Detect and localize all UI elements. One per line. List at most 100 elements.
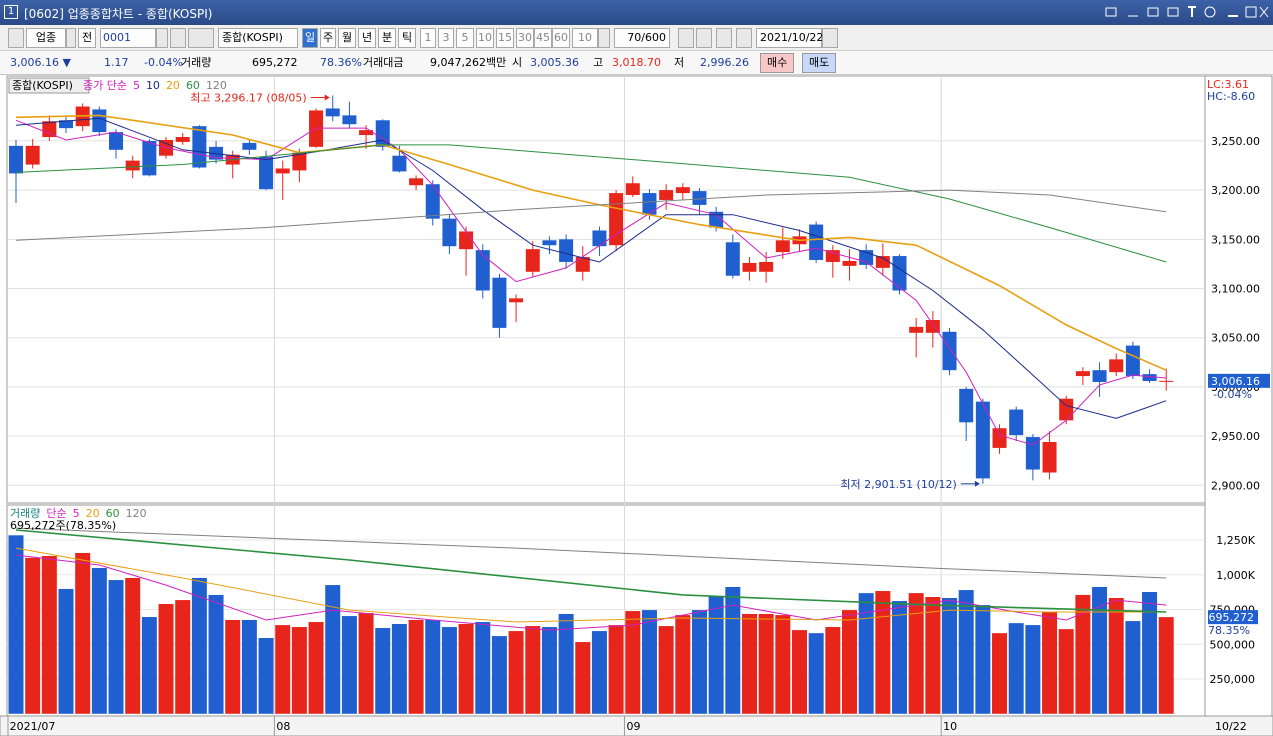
- candle-body: [842, 260, 857, 266]
- toolbar-item[interactable]: 15: [496, 28, 514, 48]
- candle-body: [742, 262, 757, 272]
- legend-title: 종가 단순: [83, 79, 127, 92]
- volume-bar: [291, 627, 307, 714]
- volume-bar: [41, 556, 57, 714]
- legend-title: 단순: [46, 507, 66, 520]
- window-controls[interactable]: [1100, 3, 1270, 23]
- y-tick-label: 3,050.00: [1211, 332, 1260, 345]
- window-title: [0602] 업종종합차트 - 종합(KOSPI): [24, 7, 213, 21]
- volume-bar: [175, 600, 191, 714]
- annotation: 최고 3,296.17 (08/05): [190, 92, 307, 105]
- toolbar-icon[interactable]: [678, 28, 694, 48]
- volume-bar: [325, 585, 341, 714]
- candle-body: [1092, 370, 1107, 382]
- volume-bar: [441, 627, 457, 714]
- toolbar-icon[interactable]: [170, 28, 186, 48]
- volume-bar: [525, 626, 541, 714]
- candle-body: [325, 108, 340, 117]
- legend-entry: 60: [186, 79, 200, 92]
- volume-bar: [675, 615, 691, 714]
- toolbar-item[interactable]: 70/600: [614, 28, 670, 48]
- legend-entry: 60: [106, 507, 120, 520]
- x-axis-area: [0, 715, 1273, 736]
- toolbar-item[interactable]: 전: [78, 28, 96, 48]
- candle-body: [909, 326, 924, 333]
- toolbar-item[interactable]: 45: [534, 28, 552, 48]
- y-tick-label: 2,950.00: [1211, 430, 1260, 443]
- volume-bar: [208, 594, 224, 714]
- volume-bar: [1042, 612, 1058, 714]
- moving-average-line: [15, 189, 1167, 241]
- candle-body: [442, 218, 457, 247]
- toolbar: 업종 전 0001 종합(KOSPI) 일 주 월 년 분 틱 1 3 5 10 15 30 45 60 10 70/…: [0, 25, 1273, 51]
- candle-body: [542, 240, 557, 246]
- candle-body: [1142, 374, 1157, 381]
- toolbar-item[interactable]: 틱: [398, 28, 416, 48]
- toolbar-icon[interactable]: [66, 28, 76, 48]
- toolbar-item[interactable]: 일: [302, 28, 318, 48]
- toolbar-item[interactable]: 60: [552, 28, 570, 48]
- candle-body: [259, 156, 274, 190]
- toolbar-icon[interactable]: [156, 28, 168, 48]
- toolbar-item[interactable]: 10: [476, 28, 494, 48]
- annotation-arrowhead: [974, 480, 980, 487]
- volume-bar: [691, 610, 707, 714]
- volume-bar: [892, 601, 908, 714]
- toolbar-item[interactable]: 30: [516, 28, 534, 48]
- y-tick-label: 2,900.00: [1211, 479, 1260, 492]
- toolbar-item[interactable]: 10: [572, 28, 598, 48]
- volume-bar: [258, 638, 274, 714]
- volume-bar: [1108, 597, 1124, 714]
- toolbar-item[interactable]: 월: [338, 28, 356, 48]
- toolbar-item[interactable]: 3: [438, 28, 454, 48]
- volume-bar: [808, 633, 824, 714]
- x-tick-label: 09: [626, 720, 640, 733]
- y-tick-label: 500,000: [1210, 638, 1256, 651]
- quote-item: 거래대금: [363, 56, 404, 69]
- volume-bar: [358, 613, 374, 714]
- toolbar-icon[interactable]: [598, 28, 610, 48]
- toolbar-item[interactable]: 2021/10/22: [756, 28, 823, 48]
- quote-item: 1.17: [104, 56, 129, 69]
- quote-item: 695,272: [252, 56, 298, 69]
- candle-body: [975, 401, 990, 479]
- toolbar-item[interactable]: 분: [378, 28, 396, 48]
- toolbar-item[interactable]: 주: [320, 28, 336, 48]
- candle-body: [592, 230, 607, 247]
- volume-bar: [158, 603, 174, 714]
- toolbar-icon[interactable]: [736, 28, 752, 48]
- toolbar-icon[interactable]: [188, 28, 214, 48]
- volume-bar: [541, 627, 557, 714]
- legend-label: 거래량: [10, 507, 40, 520]
- volume-bar: [508, 631, 524, 714]
- legend-entry: 120: [206, 79, 227, 92]
- toolbar-icon[interactable]: [716, 28, 732, 48]
- toolbar-item[interactable]: 0001: [100, 28, 156, 48]
- toolbar-icon[interactable]: [696, 28, 712, 48]
- toolbar-item[interactable]: 업종: [26, 28, 66, 48]
- order-button[interactable]: 매수: [760, 53, 795, 73]
- last-volume-info: 695,272주(78.35%): [10, 519, 116, 532]
- toolbar-icon[interactable]: [822, 28, 838, 48]
- volume-bar: [825, 627, 841, 714]
- order-button[interactable]: 매도: [802, 53, 837, 73]
- candle-body: [1009, 409, 1024, 436]
- x-tick-label: 2021/07: [10, 720, 56, 733]
- candle-body: [709, 211, 724, 228]
- toolbar-item[interactable]: 년: [358, 28, 376, 48]
- moving-average-line: [15, 554, 1167, 631]
- volume-bar: [925, 597, 941, 714]
- candle-body: [1109, 359, 1124, 373]
- volume-bar: [91, 567, 107, 714]
- moving-average-line: [15, 114, 1167, 371]
- toolbar-item[interactable]: 1: [420, 28, 436, 48]
- volume-bar: [391, 623, 407, 714]
- candle-body: [242, 142, 257, 150]
- toolbar-item[interactable]: 종합(KOSPI): [218, 28, 298, 48]
- chart: 2021/0708091010/222,900.002,950.003,000.…: [0, 75, 1273, 736]
- volume-bar: [341, 616, 357, 714]
- toolbar-icon[interactable]: [8, 28, 24, 48]
- volume-bar: [775, 615, 791, 714]
- toolbar-item[interactable]: 5: [456, 28, 474, 48]
- candle-body: [425, 184, 440, 219]
